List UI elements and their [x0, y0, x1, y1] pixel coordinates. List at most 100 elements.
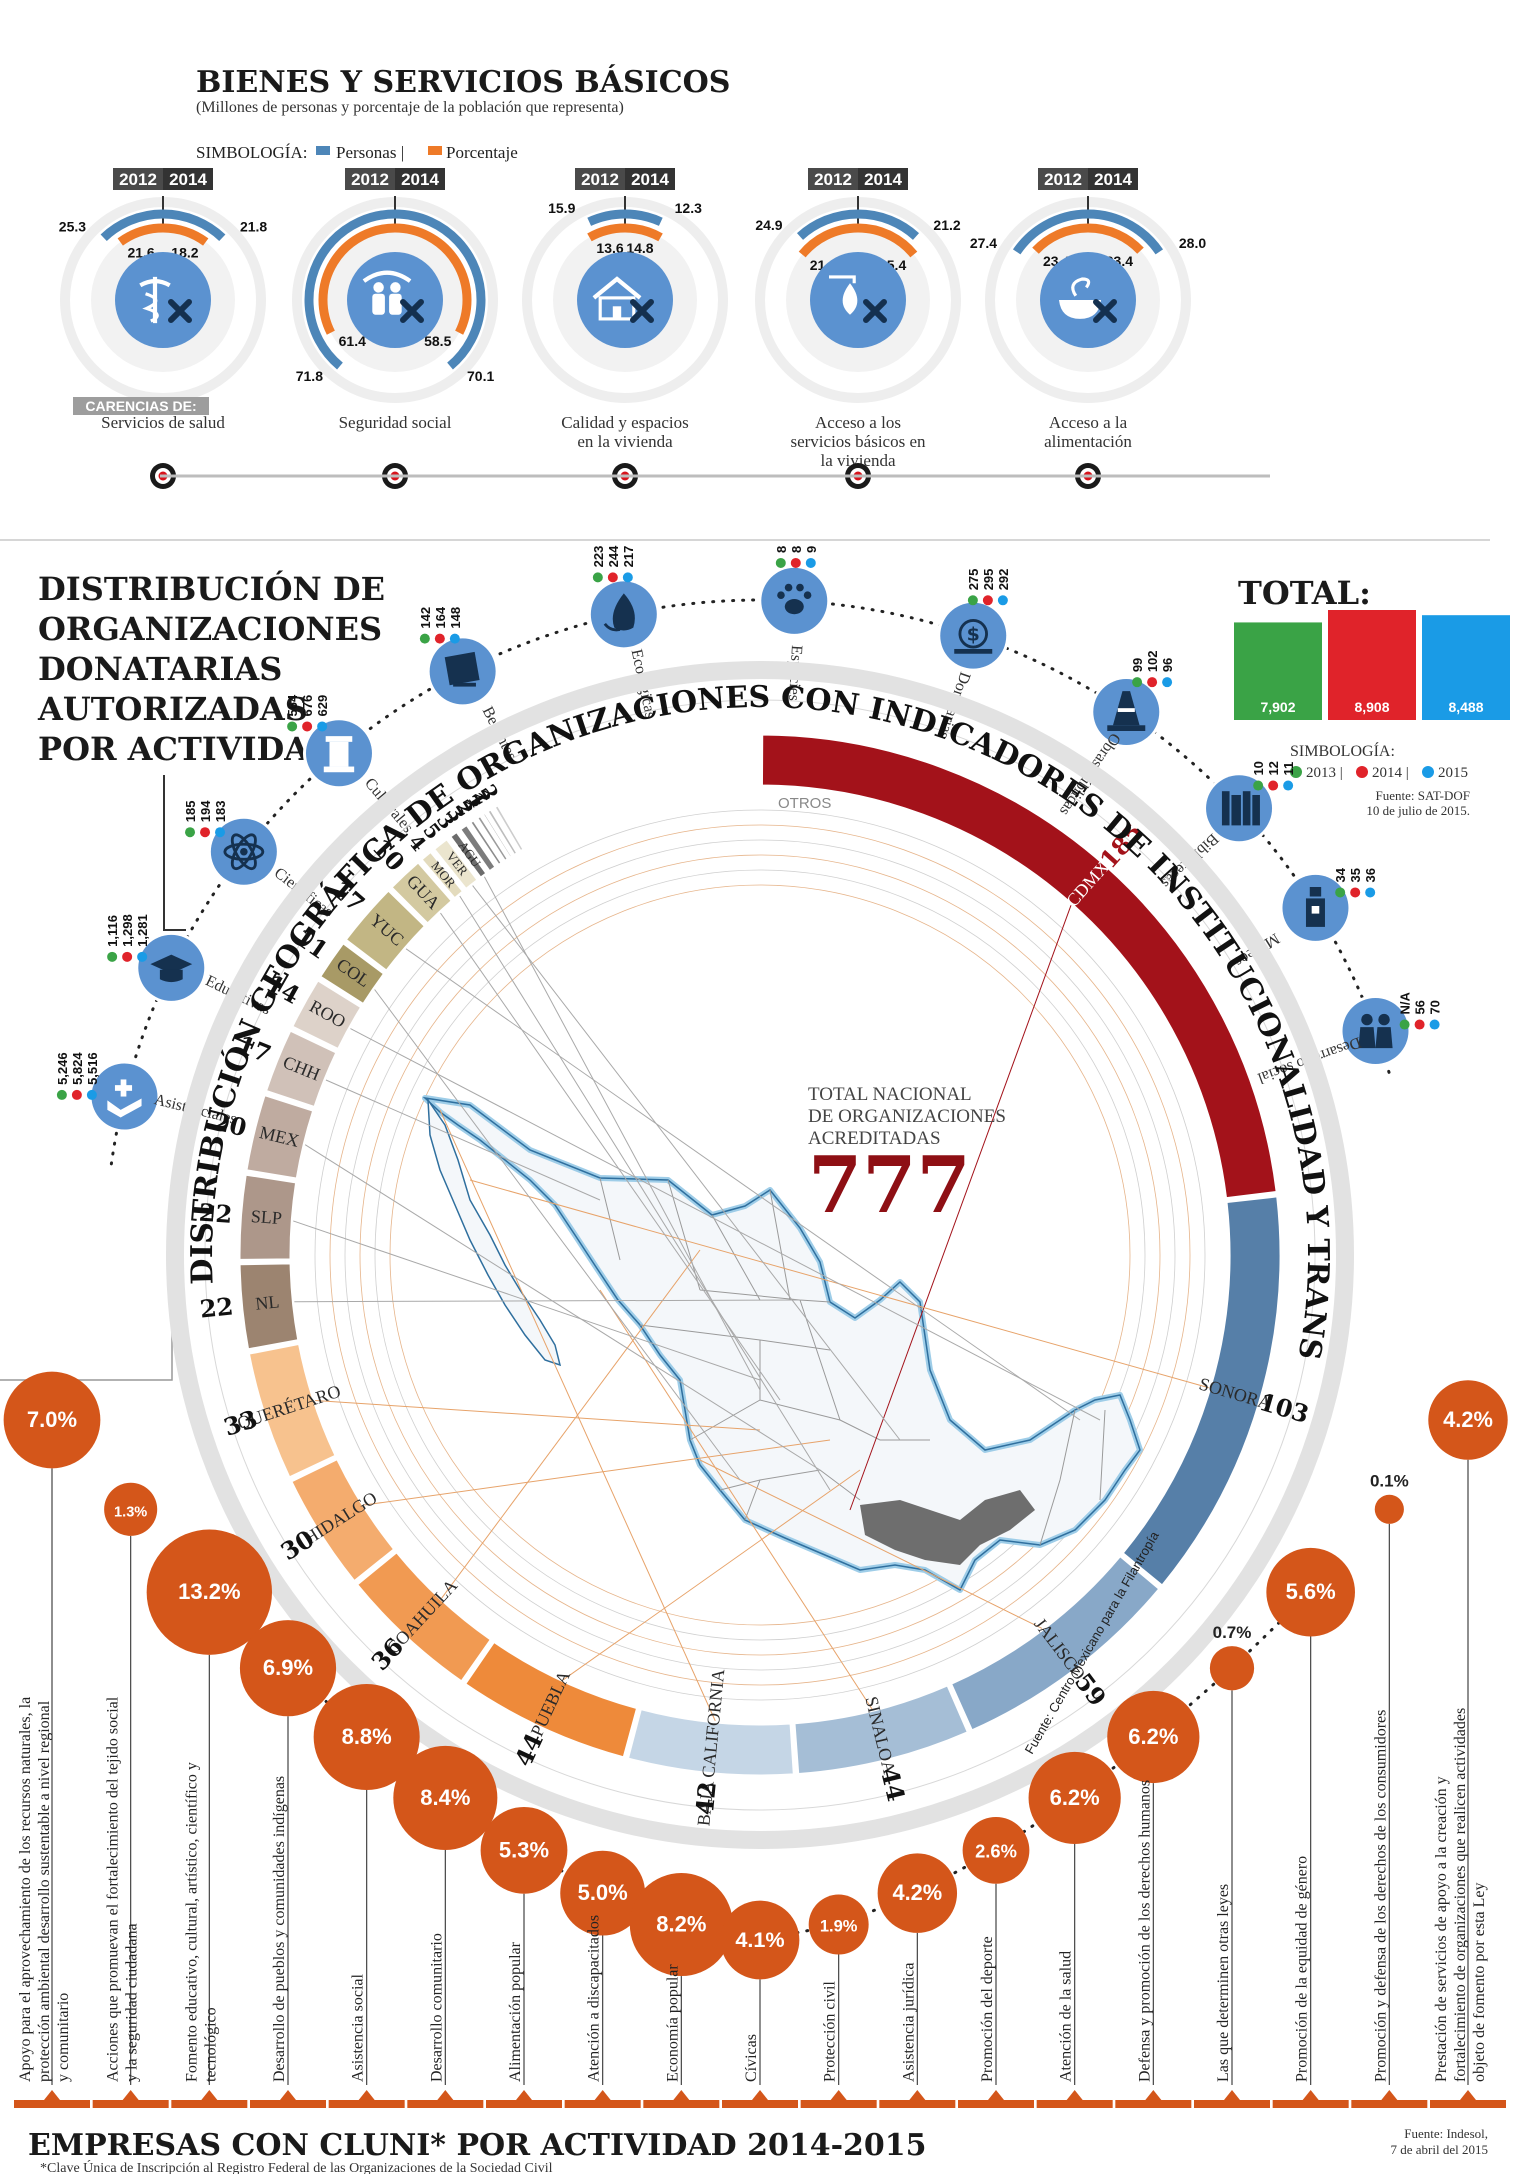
- personas-2014-value: 21.2: [933, 217, 960, 233]
- legend-2015-label: 2015: [1438, 765, 1468, 781]
- segment-arc: [487, 809, 518, 855]
- bubble: [313, 1683, 420, 1790]
- category-value: 12: [1266, 761, 1281, 775]
- cluni-item-16: 0.7% Las que determinen otras leyes: [1194, 1623, 1270, 2108]
- connector-line: [441, 1249, 701, 1599]
- category-value: 10: [1251, 761, 1266, 775]
- base-marker-tip: [437, 2090, 454, 2100]
- category-value: 676: [300, 695, 315, 717]
- category-value: 217: [621, 546, 636, 568]
- legend-label: SIMBOLOGÍA:: [196, 143, 307, 162]
- family-icon: [362, 270, 412, 315]
- x-mark-icon: [630, 299, 654, 323]
- category-year-dot: [317, 721, 328, 732]
- frame-line: [0, 1320, 173, 1381]
- category-value: 11: [1281, 762, 1296, 776]
- legend-personas-label: Personas |: [336, 143, 404, 162]
- category-value: 70: [1428, 1000, 1443, 1014]
- connector-line: [440, 912, 781, 1401]
- legend-2014-label: 2014 |: [1372, 765, 1409, 781]
- porcentaje-arc: [587, 223, 663, 242]
- category-value: 102: [1145, 650, 1160, 672]
- base-marker: [1036, 2100, 1113, 2108]
- category-year-dot: [302, 721, 313, 732]
- house-icon: [592, 276, 642, 321]
- personas-2012-value: 71.8: [296, 368, 323, 384]
- personas-2014-value: 70.1: [467, 368, 494, 384]
- year-2012-label: 2012: [1044, 170, 1082, 189]
- bubble-value: 5.6%: [1286, 1579, 1336, 1604]
- helping-hand-icon: [107, 1079, 142, 1118]
- category-value: 223: [591, 546, 606, 568]
- svg-text:$: $: [967, 623, 980, 645]
- pct-2012-value: 61.4: [339, 333, 366, 349]
- totals-source: Fuente: SAT-DOF: [1375, 788, 1470, 803]
- cluni-item-6: 8.4% Desarrollo comunitario: [393, 1745, 498, 2108]
- category-year-dot: [1147, 677, 1158, 688]
- category-value: 1,281: [135, 914, 150, 947]
- money-icon: $: [954, 619, 993, 654]
- connector-line: [459, 895, 831, 1491]
- total-value-2014: 8,908: [1354, 699, 1389, 715]
- bubble-value: 6.2%: [1128, 1724, 1178, 1749]
- personas-arc: [100, 209, 226, 242]
- segment-arc: [246, 1095, 314, 1179]
- category-value: 5,246: [55, 1052, 70, 1085]
- base-marker-tip: [594, 2090, 611, 2100]
- segment-arc: [450, 832, 487, 878]
- bubble-category-label: Atención de la salud: [1058, 1951, 1075, 2082]
- category-year-dot: [107, 951, 118, 962]
- category-value: 142: [418, 607, 433, 629]
- base-marker: [250, 2100, 326, 2108]
- cluni-item-17: 5.6% Promoción de la equidad de género: [1266, 1547, 1355, 2108]
- category-year-dot: [1335, 887, 1346, 898]
- year-2014-label: 2014: [631, 170, 669, 189]
- basic-services-subtitle: (Millones de personas y porcentaje de la…: [196, 99, 624, 116]
- bubble-category-label: Alimentación popular: [507, 1941, 524, 2082]
- cluni-item-13: 2.6% Promoción del deporte: [958, 1816, 1034, 2108]
- base-marker: [407, 2100, 484, 2108]
- gauge-calidad-y-espacios-en-la-vivienda: 2012 2014 15.9 12.3 13.6 14.8 Calidad y espaci…: [522, 168, 728, 489]
- connector-line: [699, 1459, 1043, 1629]
- category-value: 629: [315, 695, 330, 717]
- base-marker-tip: [280, 2090, 296, 2100]
- legend-2014-dot: [1356, 766, 1368, 778]
- base-marker-tip: [673, 2090, 690, 2100]
- cluni-source: Fuente: Indesol,: [1404, 2126, 1488, 2141]
- base-marker: [171, 2100, 248, 2108]
- books-icon: [1221, 791, 1260, 826]
- cluni-item-15: 6.2% Defensa y promoción de los derechos …: [1107, 1690, 1200, 2108]
- legend-2013-dot: [1290, 766, 1302, 778]
- gauge-label: Acceso a la alimentación: [1044, 413, 1132, 451]
- personas-arc: [796, 209, 920, 240]
- year-badge-right: [395, 168, 445, 190]
- donatarias-title-line-5: POR ACTIVIDAD: [38, 730, 337, 768]
- cluni-item-4: 6.9% Desarrollo de pueblos y comunidades …: [239, 1620, 337, 2108]
- base-marker: [92, 2100, 169, 2108]
- donatarias-title-line-1: DISTRIBUCIÓN DE: [38, 570, 385, 608]
- category-year-dot: [1429, 1019, 1440, 1030]
- bubble: [808, 1894, 869, 1955]
- gauge-seguridad-social: 2012 2014 71.8 70.1 61.4 58.5 Seguridad social: [292, 168, 498, 489]
- totals-legend-label: SIMBOLOGÍA:: [1290, 741, 1395, 760]
- bubble-value: 4.2%: [1443, 1407, 1493, 1432]
- year-badge-right: [1088, 168, 1138, 190]
- base-marker: [328, 2100, 405, 2108]
- year-2014-label: 2014: [169, 170, 207, 189]
- category-year-dot: [1268, 780, 1279, 791]
- year-badge-right: [163, 168, 213, 190]
- category-value: 8: [774, 546, 789, 553]
- total-bar-2013: [1234, 622, 1322, 720]
- connector-line: [293, 1220, 761, 1381]
- bubble-value: 6.9%: [263, 1655, 313, 1680]
- base-marker: [958, 2100, 1034, 2108]
- segment-arc: [761, 734, 1277, 1199]
- personas-arc: [1012, 209, 1164, 255]
- baja-california-peninsula: [427, 1097, 562, 1367]
- bubble-category-label: Desarrollo de pueblos y comunidades indí…: [271, 1776, 288, 2082]
- base-marker: [1430, 2100, 1506, 2108]
- personas-2012-value: 27.4: [970, 235, 997, 251]
- gauge-label: Calidad y espacios en la vivienda: [561, 413, 688, 451]
- base-marker-tip: [44, 2090, 60, 2100]
